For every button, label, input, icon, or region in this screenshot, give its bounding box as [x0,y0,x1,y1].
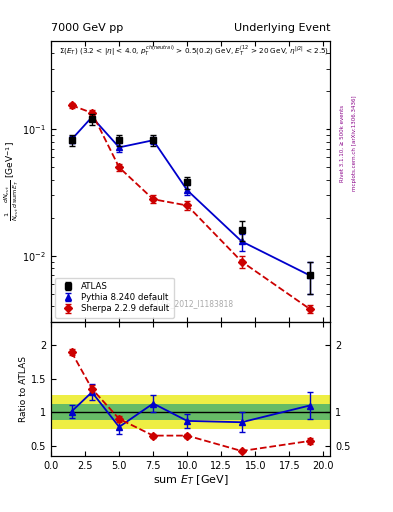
Legend: ATLAS, Pythia 8.240 default, Sherpa 2.2.9 default: ATLAS, Pythia 8.240 default, Sherpa 2.2.… [55,278,174,317]
Text: $\Sigma(E_T)$ (3.2 < $|\eta|$ < 4.0, $p_T^{ch(neutral)}$ > 0.5(0.2) GeV, $E_T^{j: $\Sigma(E_T)$ (3.2 < $|\eta|$ < 4.0, $p_… [59,44,330,58]
Text: mcplots.cern.ch [arXiv:1306.3436]: mcplots.cern.ch [arXiv:1306.3436] [352,96,357,191]
Text: ATLAS_2012_I1183818: ATLAS_2012_I1183818 [147,299,234,308]
Text: Rivet 3.1.10, ≥ 500k events: Rivet 3.1.10, ≥ 500k events [340,105,345,182]
Text: Underlying Event: Underlying Event [233,23,330,33]
Y-axis label: $\frac{1}{N_{evt}} \frac{d N_{evt}}{d\,\mathrm{sum}\,E_T}$ [GeV$^{-1}$]: $\frac{1}{N_{evt}} \frac{d N_{evt}}{d\,\… [2,141,21,221]
Text: 7000 GeV pp: 7000 GeV pp [51,23,123,33]
Y-axis label: Ratio to ATLAS: Ratio to ATLAS [19,356,28,422]
X-axis label: sum $E_T$ [GeV]: sum $E_T$ [GeV] [153,473,228,487]
